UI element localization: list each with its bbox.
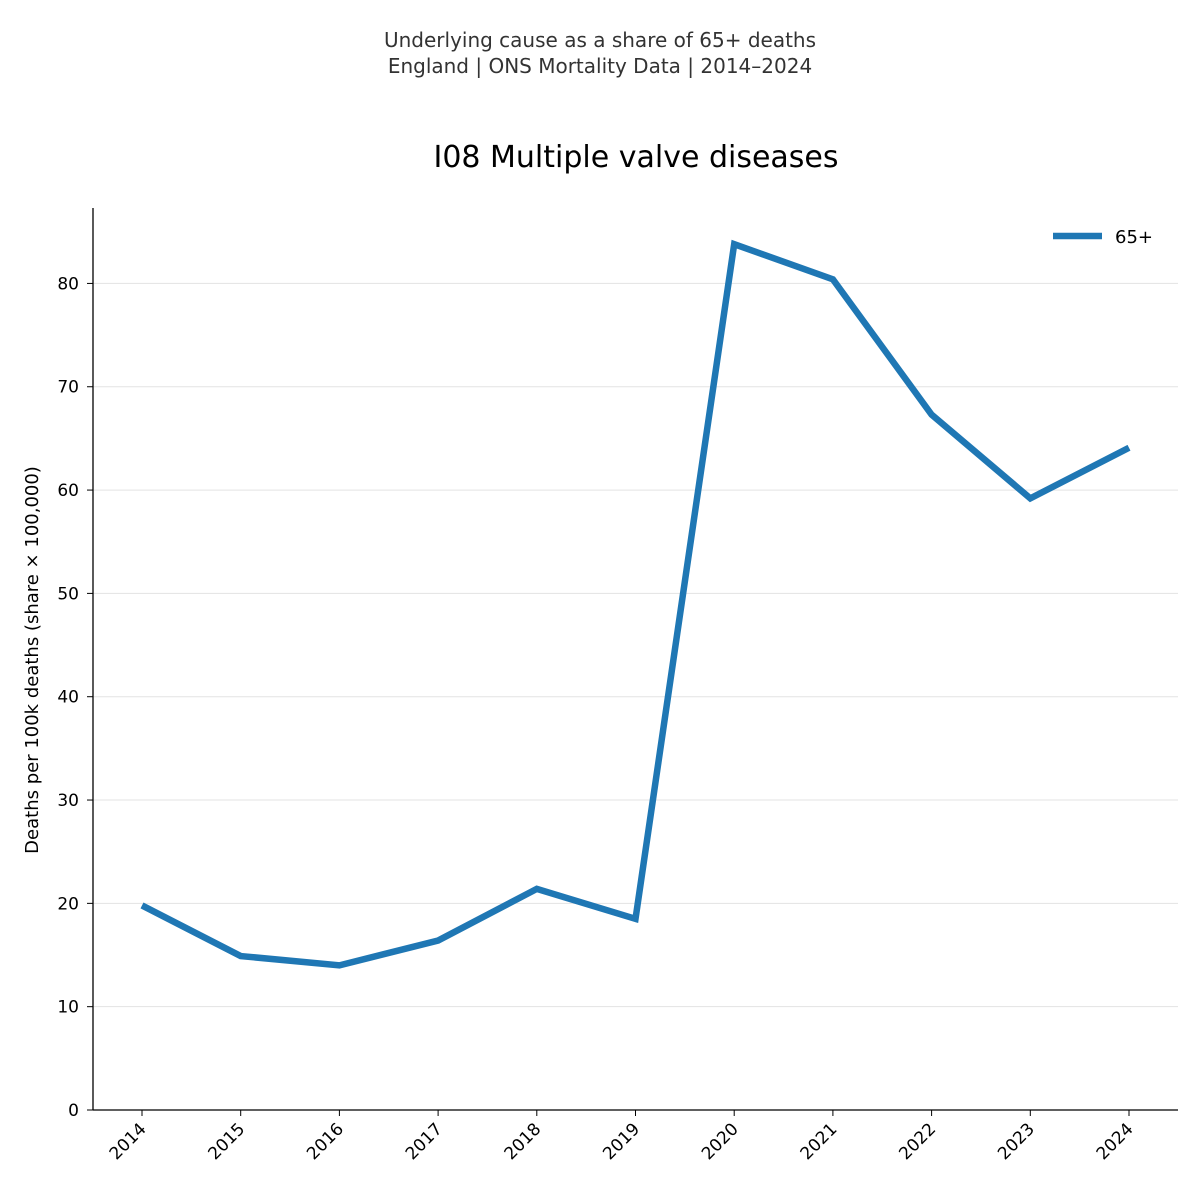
axes <box>92 208 1178 1111</box>
chart-subtitle-line1: Underlying cause as a share of 65+ death… <box>384 28 816 52</box>
y-tick-label: 20 <box>57 894 79 914</box>
y-tick-label: 10 <box>57 998 79 1018</box>
y-tick-label: 70 <box>57 378 79 398</box>
y-axis-label: Deaths per 100k deaths (share × 100,000) <box>22 466 43 854</box>
x-tick-label: 2023 <box>994 1119 1039 1164</box>
x-tick-label: 2016 <box>303 1119 348 1164</box>
series-line <box>140 239 1131 969</box>
y-tick-label: 50 <box>57 584 79 604</box>
y-tick-label: 0 <box>68 1101 79 1121</box>
ticks: 0 10 20 30 40 50 60 70 80 2014 2015 2016 2017 2018 201… <box>57 274 1137 1164</box>
y-tick-label: 80 <box>57 274 79 294</box>
gridlines <box>93 282 1178 1008</box>
x-tick-label: 2024 <box>1093 1119 1138 1164</box>
x-tick-label: 2014 <box>106 1119 151 1164</box>
legend-label: 65+ <box>1115 227 1153 248</box>
series <box>140 239 1131 969</box>
x-tick-label: 2020 <box>698 1119 743 1164</box>
x-tick-label: 2021 <box>797 1119 842 1164</box>
x-tick-label: 2022 <box>895 1119 940 1164</box>
y-tick-label: 30 <box>57 791 79 811</box>
chart-subtitle-line2: England | ONS Mortality Data | 2014–2024 <box>388 54 812 78</box>
chart-title: I08 Multiple valve diseases <box>433 140 838 175</box>
legend: 65+ <box>1053 227 1153 248</box>
y-tick-label: 60 <box>57 481 79 501</box>
x-tick-label: 2015 <box>204 1119 249 1164</box>
x-tick-label: 2018 <box>501 1119 546 1164</box>
x-tick-label: 2017 <box>402 1119 447 1164</box>
y-tick-label: 40 <box>57 688 79 708</box>
x-tick-label: 2019 <box>599 1119 644 1164</box>
